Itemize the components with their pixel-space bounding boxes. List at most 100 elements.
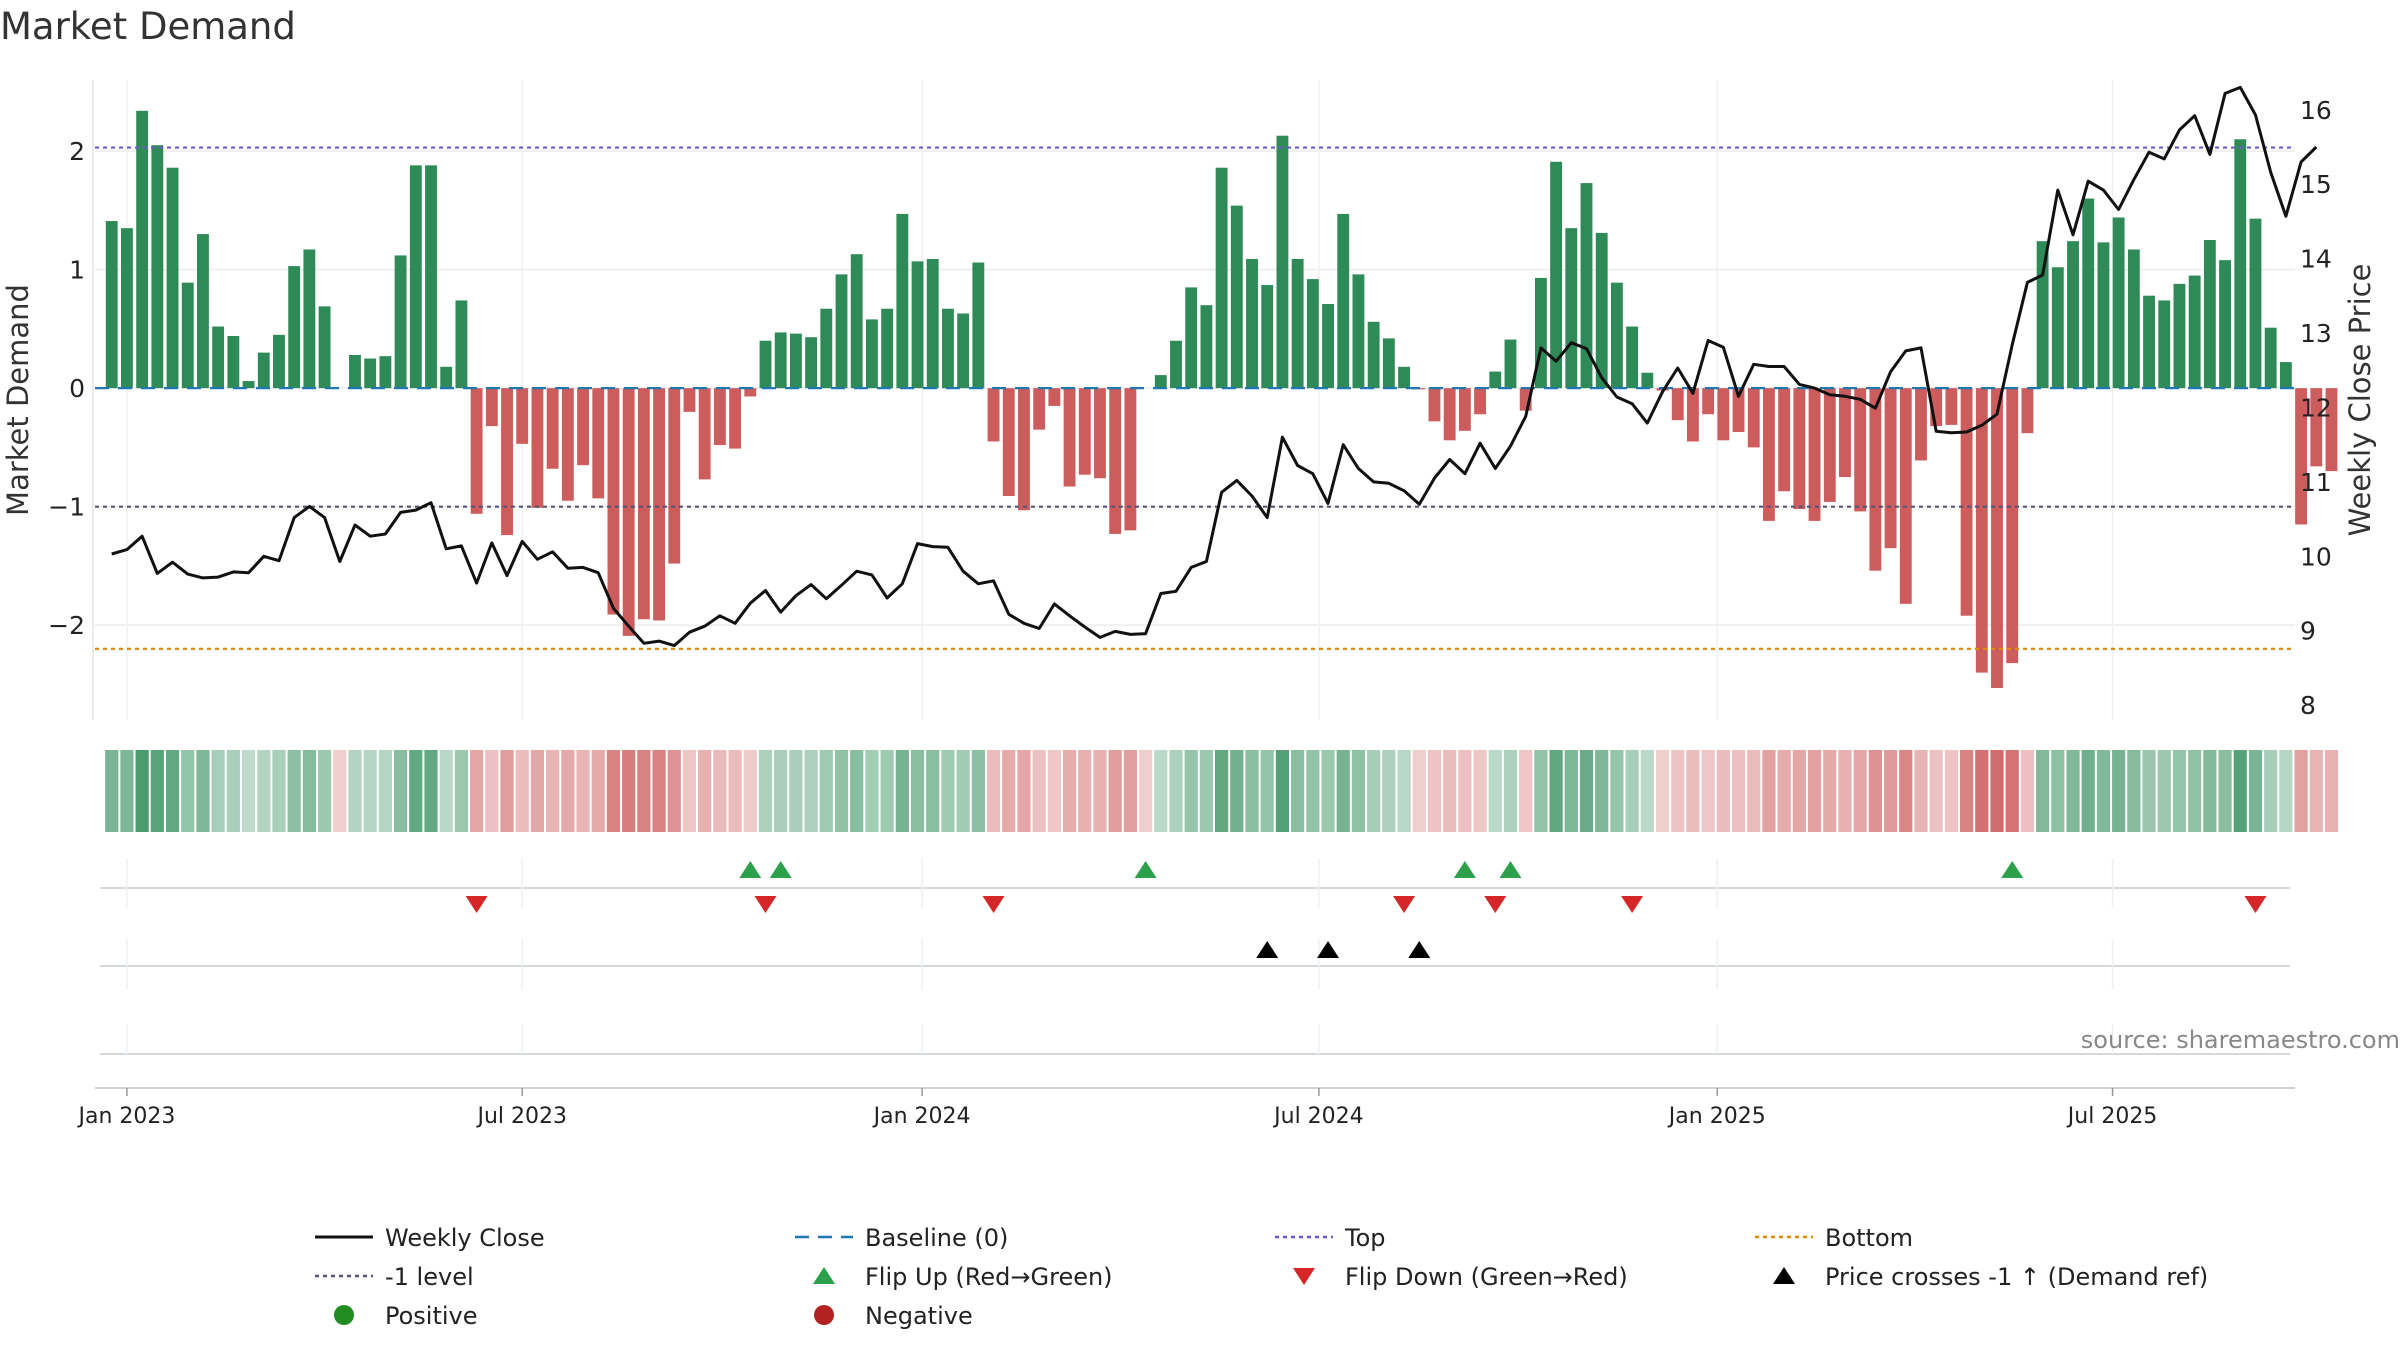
heat-cell [1929, 750, 1943, 832]
flip-down-marker [754, 896, 777, 913]
heat-cell [363, 750, 377, 832]
heat-cell [1032, 750, 1046, 832]
demand-bar-negative [1960, 388, 1973, 616]
demand-bar-positive [1382, 338, 1395, 389]
demand-bar-positive [1367, 321, 1380, 389]
legend-item: Bottom [1755, 1224, 1913, 1252]
heat-cell [1351, 750, 1366, 832]
demand-bar-positive [1595, 232, 1608, 389]
demand-bar-negative [1991, 388, 2003, 688]
heat-cell [2309, 750, 2323, 832]
demand-bar-negative [1458, 388, 1471, 431]
heat-cell [956, 750, 970, 832]
y-left-tick-label: −2 [48, 611, 85, 640]
demand-bar-positive [942, 308, 954, 389]
flip-down-marker [1484, 896, 1507, 913]
demand-bar-negative [1975, 388, 1988, 673]
demand-bar-negative [1018, 388, 1030, 511]
heat-cell [910, 750, 925, 832]
heat-cell [302, 750, 316, 832]
heat-cell [622, 750, 636, 832]
demand-bar-negative [470, 388, 483, 514]
legend-circle-icon [814, 1305, 834, 1325]
heat-cell [165, 750, 180, 832]
legend: Weekly Close Baseline (0) Top Bottom -1 leve… [315, 1224, 2208, 1330]
legend-label: Flip Up (Red→Green) [865, 1263, 1113, 1291]
heat-cell [895, 750, 909, 832]
flip-markers [100, 858, 2290, 913]
demand-bar-positive [2051, 267, 2064, 389]
heat-cell [698, 750, 712, 832]
y-left-tick-label: 1 [69, 256, 85, 285]
price-line-layer [111, 85, 2318, 648]
heat-cell [1215, 750, 1229, 832]
heat-cell [986, 750, 1001, 832]
demand-bar-negative [1048, 388, 1061, 406]
demand-bar-negative [485, 388, 498, 427]
demand-bar-positive [151, 145, 164, 389]
heat-cell [1959, 750, 1974, 832]
demand-bar-negative [2295, 388, 2308, 525]
source-note: source: sharemaestro.com [2081, 1026, 2400, 1054]
heat-cell [1427, 750, 1442, 832]
heat-cell [2096, 750, 2111, 832]
heat-cell [2203, 750, 2217, 832]
heat-cell [2324, 750, 2339, 832]
legend-label: -1 level [385, 1263, 474, 1291]
heat-cell [241, 750, 256, 832]
demand-bar-negative [1945, 388, 1958, 425]
heat-cell [926, 750, 940, 832]
heat-cell [1138, 750, 1153, 832]
demand-bar-positive [789, 333, 802, 389]
demand-bar-positive [2249, 218, 2262, 389]
heat-cell [1595, 750, 1609, 832]
demand-bar-positive [1276, 135, 1289, 389]
demand-bar-negative [592, 388, 605, 499]
flip-down-marker [982, 896, 1005, 913]
legend-item: Flip Down (Green→Red) [1293, 1263, 1628, 1291]
heat-cell [850, 750, 864, 832]
heat-cell [804, 750, 818, 832]
demand-bar-negative [1428, 388, 1441, 422]
demand-bar-positive [805, 337, 818, 389]
flip-up-marker [1134, 861, 1157, 878]
heat-cell [1503, 750, 1518, 832]
price-cross-marker [1408, 941, 1431, 958]
demand-bar-positive [1154, 375, 1167, 389]
heat-cell [485, 750, 499, 832]
demand-bar-negative [1124, 388, 1137, 531]
demand-bar-positive [181, 282, 194, 389]
demand-bar-positive [2279, 362, 2292, 389]
demand-bar-positive [409, 165, 422, 389]
heat-cell [1640, 750, 1654, 832]
demand-bar-positive [1504, 339, 1517, 389]
demand-bar-positive [1322, 304, 1334, 389]
demand-bar-positive [1565, 228, 1578, 389]
heat-cell [1747, 750, 1761, 832]
y-right-tick-label: 16 [2300, 96, 2332, 125]
demand-bar-negative [1443, 388, 1456, 441]
demand-bar-negative [1519, 388, 1532, 411]
x-tick-label: Jan 2025 [1667, 1104, 1766, 1129]
demand-bar-negative [1899, 388, 1912, 604]
demand-bar-negative [1839, 388, 1851, 478]
x-tick-label: Jan 2023 [76, 1104, 175, 1129]
heat-cell [317, 750, 332, 832]
demand-bar-positive [957, 313, 970, 389]
y-left-tick-label: −1 [48, 493, 85, 522]
heat-cell [1458, 750, 1472, 832]
legend-label: Positive [385, 1302, 478, 1330]
demand-bar-negative [1854, 388, 1867, 512]
demand-bar-positive [455, 300, 468, 389]
demand-bar-negative [1930, 388, 1943, 427]
heat-cell [1655, 750, 1670, 832]
y-left-tick-label: 2 [69, 137, 85, 166]
heat-cell [1154, 750, 1168, 832]
demand-bar-negative [987, 388, 1000, 442]
demand-bar-positive [303, 249, 316, 389]
demand-bar-positive [394, 255, 407, 389]
demand-bar-positive [1170, 340, 1182, 389]
heat-cell [409, 750, 423, 832]
demand-bar-positive [1291, 258, 1304, 389]
y-right-tick-label: 8 [2300, 691, 2316, 720]
